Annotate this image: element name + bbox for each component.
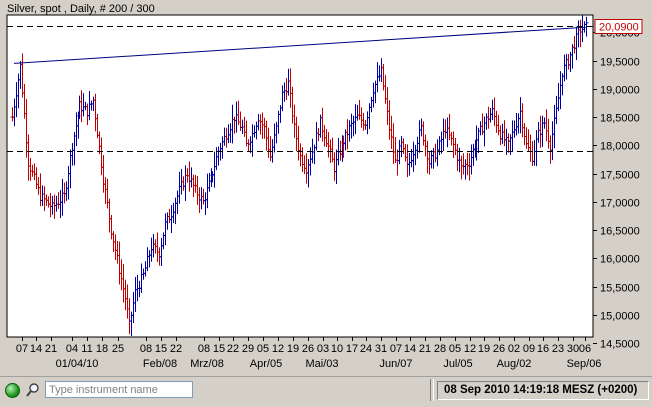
last-price-box [594,19,643,34]
clock-panel: 08 Sep 2010 14:19:18 MESZ (+0200) [437,381,649,400]
search-icon[interactable] [25,382,41,398]
x-month-label: 01/04/10 [56,358,99,370]
y-tick-label: 18,5000 [600,113,640,125]
y-tick-label: 19,5000 [600,57,640,69]
trendline[interactable] [13,26,586,64]
ohlc-bar [584,16,589,37]
y-tick-label: 15,5000 [600,283,640,295]
x-day-label: 30 [567,343,579,355]
y-tick-label: 14,5000 [600,339,640,351]
last-price-label: 20,0900 [599,22,639,34]
x-day-label: 16 [537,343,549,355]
x-day-label: 02 [508,343,520,355]
x-day-label: 06 [579,343,591,355]
x-day-label: 08 [140,343,152,355]
x-month-label: Sep/06 [567,358,602,370]
x-day-label: 10 [331,343,343,355]
x-day-label: 21 [45,343,57,355]
x-day-label: 07 [390,343,402,355]
x-day-label: 04 [66,343,78,355]
x-day-label: 29 [242,343,254,355]
x-month-label: Aug/02 [497,358,532,370]
x-day-label: 19 [478,343,490,355]
y-tick-label: 17,0000 [600,198,640,210]
x-day-label: 07 [16,343,28,355]
x-day-label: 15 [155,343,167,355]
x-month-label: Jun/07 [379,358,412,370]
x-day-label: 22 [227,343,239,355]
x-month-label: Apr/05 [250,358,282,370]
x-day-label: 17 [346,343,358,355]
connection-status-icon [5,383,20,398]
x-day-label: 14 [30,343,42,355]
chart-title: Silver, spot , Daily, # 200 / 300 [7,3,155,15]
clock-text: 08 Sep 2010 14:19:18 MESZ (+0200) [444,384,638,396]
x-day-label: 12 [464,343,476,355]
x-day-label: 05 [449,343,461,355]
x-day-label: 31 [375,343,387,355]
price-chart[interactable]: 20,000019,500019,000018,500018,000017,50… [0,0,652,376]
y-tick-label: 16,0000 [600,254,640,266]
y-tick-label: 17,5000 [600,170,640,182]
y-tick-label: 15,0000 [600,311,640,323]
x-day-label: 22 [170,343,182,355]
x-day-label: 03 [317,343,329,355]
x-day-label: 23 [552,343,564,355]
x-day-label: 26 [302,343,314,355]
status-bar: 08 Sep 2010 14:19:18 MESZ (+0200) [0,376,652,407]
x-day-label: 12 [272,343,284,355]
x-day-label: 24 [360,343,372,355]
x-day-label: 18 [96,343,108,355]
x-day-label: 15 [213,343,225,355]
x-day-label: 14 [404,343,416,355]
x-day-label: 09 [523,343,535,355]
x-day-label: 21 [419,343,431,355]
x-day-label: 05 [257,343,269,355]
x-day-label: 26 [493,343,505,355]
status-separator [430,379,434,401]
x-day-label: 28 [434,343,446,355]
x-day-label: 25 [112,343,124,355]
x-day-label: 19 [287,343,299,355]
y-tick-label: 18,0000 [600,141,640,153]
x-month-label: Mai/03 [305,358,338,370]
instrument-search-input[interactable] [45,381,193,398]
x-month-label: Jul/05 [443,358,472,370]
x-day-label: 08 [198,343,210,355]
x-day-label: 11 [81,343,92,355]
y-tick-label: 19,0000 [600,85,640,97]
x-month-label: Mrz/08 [190,358,224,370]
x-month-label: Feb/08 [143,358,177,370]
plot-area[interactable] [6,14,594,338]
y-tick-label: 16,5000 [600,226,640,238]
